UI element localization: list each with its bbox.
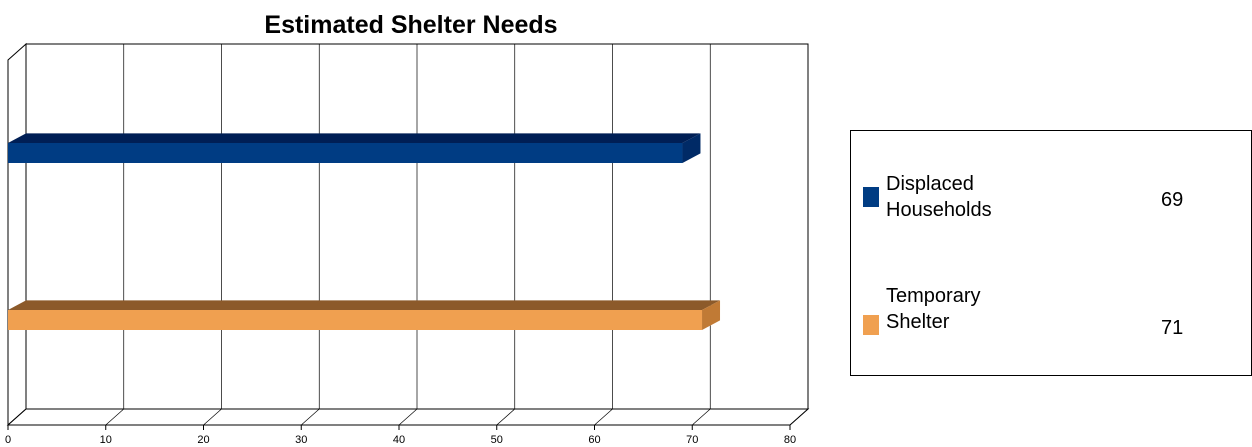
floor-gridline [7,408,27,426]
x-tick-label: 50 [491,434,503,446]
bar-temporary-shelter [8,310,703,330]
legend-entry-displaced-households: Displaced Households 69 [861,171,1241,241]
bar-chart: Estimated Shelter Needs 0 10 20 30 40 50 60 70 8… [5,11,810,446]
legend: Displaced Households 69 Temporary Shelte… [850,130,1252,376]
legend-label-temporary-shelter: Temporary Shelter [886,285,981,333]
floor-gridline [105,408,124,426]
bar-displaced-households [8,143,683,163]
legend-value-displaced-households: 69 [1161,189,1184,211]
legend-swatch-temporary-shelter [863,315,879,335]
left-wall [7,42,27,427]
x-tick-label: 70 [686,434,698,446]
x-tick-label: 60 [588,434,600,446]
floor-gridline [789,408,809,426]
floor-gridline [398,408,418,426]
x-tick-label: 80 [784,434,796,446]
legend-value-temporary-shelter: 71 [1161,317,1184,339]
legend-label-displaced-households: Displaced Households [886,173,992,221]
floor-gridline [594,408,613,426]
x-tick-label: 10 [100,434,112,446]
floor-gridline [496,408,515,426]
floor-gridline [301,408,320,426]
legend-entry-temporary-shelter: Temporary Shelter 71 [861,283,1241,353]
x-tick-label: 40 [393,434,405,446]
x-tick-label: 0 [5,434,11,446]
bar-top-displaced-households [8,133,701,143]
x-tick-label: 20 [197,434,209,446]
plot-area: 0 10 20 30 40 50 60 70 80 [5,42,810,446]
legend-swatch-displaced-households [863,187,879,207]
bar-top-temporary-shelter [8,300,721,310]
bar-end-displaced-households [682,133,701,163]
floor-gridline [203,408,222,426]
chart-title: Estimated Shelter Needs [264,11,557,39]
bar-end-temporary-shelter [702,300,721,330]
x-tick-label: 30 [295,434,307,446]
floor-gridline [692,408,711,426]
